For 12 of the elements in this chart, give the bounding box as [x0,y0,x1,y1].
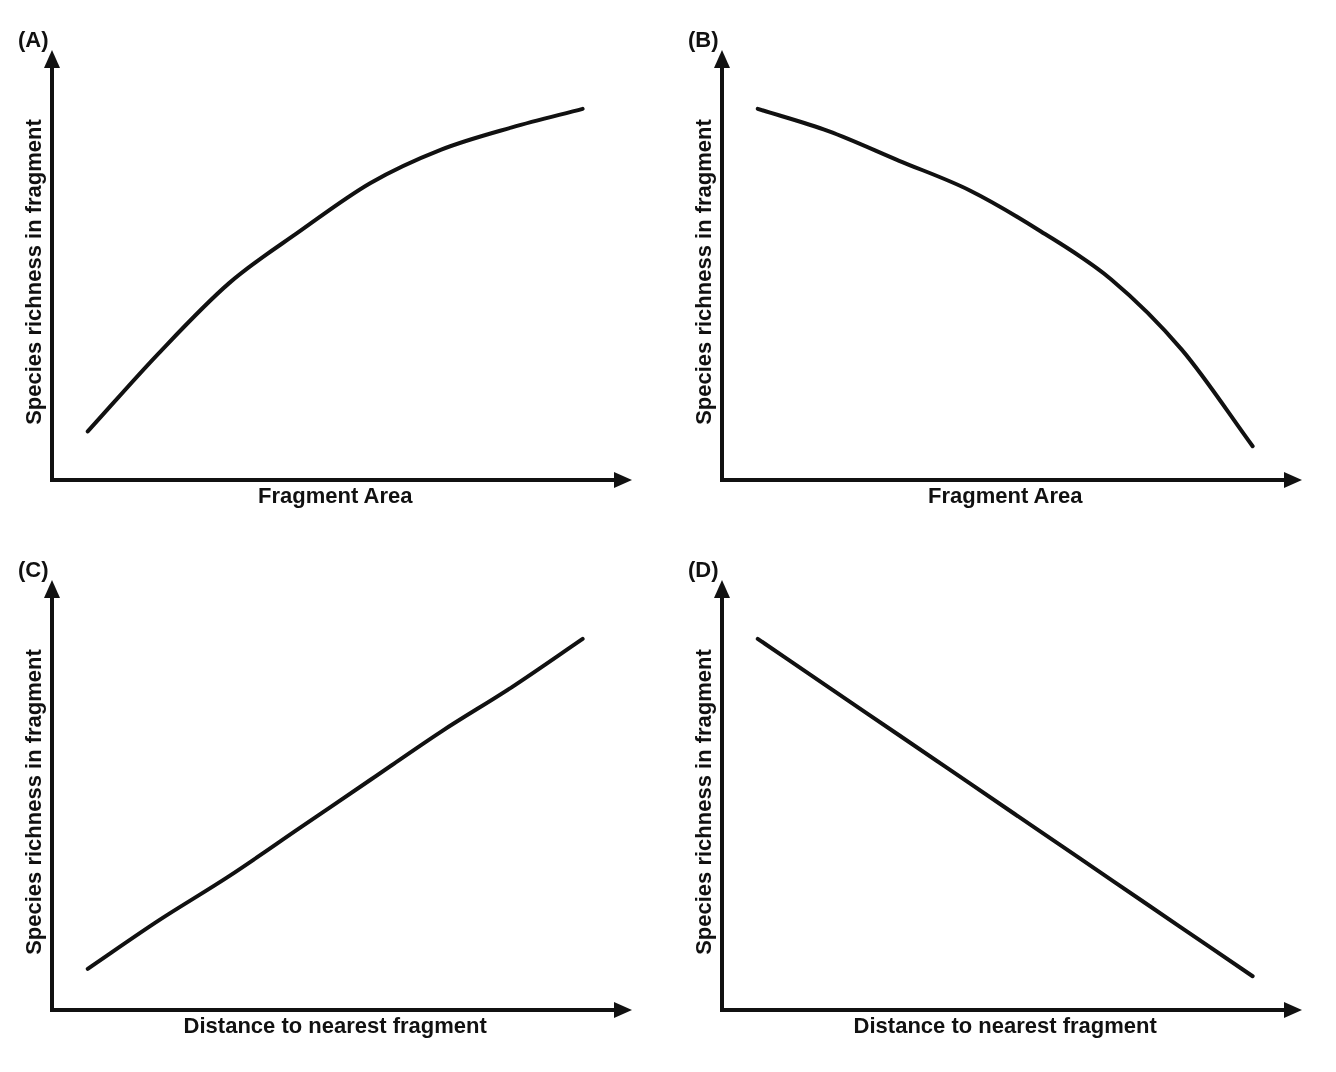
x-axis-title: Fragment Area [927,482,1084,508]
chart-title: (A) [18,27,49,53]
x-axis-title: Distance to nearest fragment [183,1012,488,1038]
chart-title: (D) [688,557,719,583]
chart-title: (B) [688,27,719,53]
y-axis-title: Species richness in fragment [21,648,47,955]
y-axis-title: Species richness in fragment [21,118,47,425]
y-axis-title: Species richness in fragment [691,648,717,955]
x-axis-title: Fragment Area [257,482,414,508]
chart-title: (C) [18,557,49,583]
y-axis-title: Species richness in fragment [691,118,717,425]
x-axis-title: Distance to nearest fragment [853,1012,1158,1038]
